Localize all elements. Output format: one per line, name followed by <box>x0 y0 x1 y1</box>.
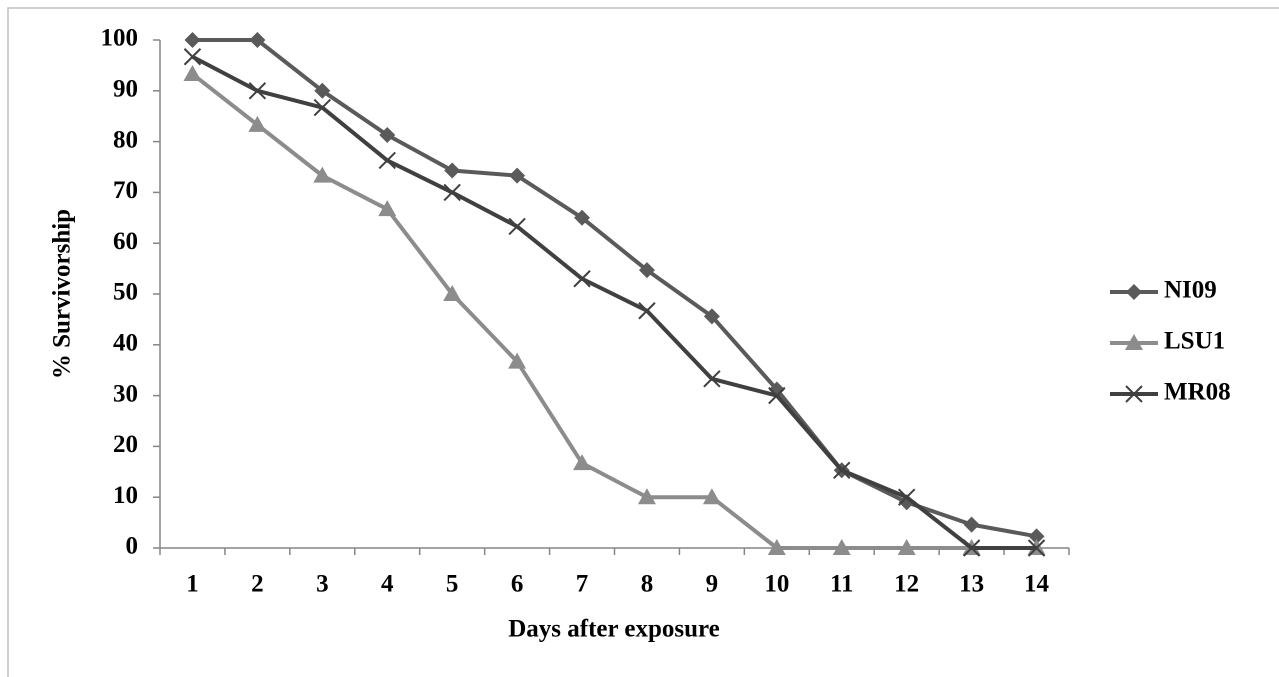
frame <box>7 7 1279 677</box>
data-point <box>637 488 656 505</box>
data-point <box>897 488 916 506</box>
legend-marker <box>1125 334 1143 350</box>
data-point <box>508 352 527 369</box>
data-point <box>443 285 462 301</box>
data-point <box>183 48 202 66</box>
y-axis-label: % Survivorship <box>49 209 76 379</box>
x-axis-label: Days after exposure <box>508 616 720 643</box>
x-tick-label: 6 <box>511 571 524 598</box>
legend-marker <box>1126 284 1142 300</box>
data-point <box>768 386 786 405</box>
y-tick-label: 90 <box>113 76 138 103</box>
y-tick-label: 0 <box>126 533 139 560</box>
y-tick-label: 30 <box>113 380 138 407</box>
data-point <box>833 461 851 479</box>
data-point <box>313 166 332 183</box>
y-tick-label: 50 <box>113 279 138 306</box>
x-tick-label: 11 <box>830 571 854 598</box>
x-tick-label: 2 <box>251 571 264 598</box>
data-point <box>1028 528 1045 545</box>
data-point <box>638 302 656 320</box>
data-point <box>897 539 916 555</box>
data-point <box>183 65 202 82</box>
y-tick-label: 100 <box>101 25 139 52</box>
x-tick-label: 3 <box>316 571 329 598</box>
y-tick-label: 80 <box>113 126 138 153</box>
data-point <box>573 454 592 471</box>
data-point <box>703 370 721 388</box>
data-point <box>703 308 720 325</box>
data-point <box>248 115 267 132</box>
data-point <box>313 98 332 117</box>
data-point <box>1027 539 1046 557</box>
legend-text: MR08 <box>1164 379 1231 406</box>
x-tick-label: 10 <box>764 571 789 598</box>
y-tick-label: 40 <box>113 330 138 357</box>
data-point <box>378 200 397 217</box>
x-tick-label: 7 <box>576 571 589 598</box>
data-point <box>443 183 461 202</box>
data-point <box>184 32 201 48</box>
series-line <box>191 72 1037 550</box>
legend-text: LSU1 <box>1164 328 1225 355</box>
data-point <box>248 82 267 100</box>
x-tick-label: 13 <box>959 571 984 598</box>
x-tick-label: 8 <box>641 571 654 598</box>
x-tick-label: 12 <box>894 571 919 598</box>
y-tick-label: 20 <box>113 431 138 458</box>
data-point <box>249 32 266 48</box>
data-point <box>702 488 721 505</box>
legend-marker <box>1125 385 1143 403</box>
data-point <box>638 262 655 279</box>
data-point <box>378 151 396 170</box>
x-tick-label: 14 <box>1024 571 1050 598</box>
series-line <box>192 38 1037 539</box>
data-point <box>963 516 980 533</box>
x-tick-label: 4 <box>381 571 394 598</box>
y-tick-label: 70 <box>113 177 138 204</box>
data-point <box>832 539 851 555</box>
data-point <box>508 217 526 236</box>
data-point <box>574 209 591 226</box>
legend-text: NI09 <box>1164 277 1217 304</box>
data-point <box>314 82 331 99</box>
series-line <box>191 54 1037 550</box>
y-tick-label: 60 <box>113 228 138 255</box>
data-point <box>962 539 981 557</box>
x-tick-label: 9 <box>706 571 719 598</box>
data-point <box>379 126 396 143</box>
data-point <box>444 162 461 179</box>
x-tick-label: 5 <box>446 571 459 598</box>
y-tick-label: 10 <box>113 482 138 509</box>
data-point <box>509 167 526 184</box>
data-point <box>573 270 591 288</box>
x-tick-label: 1 <box>186 571 199 598</box>
data-point <box>767 539 786 555</box>
